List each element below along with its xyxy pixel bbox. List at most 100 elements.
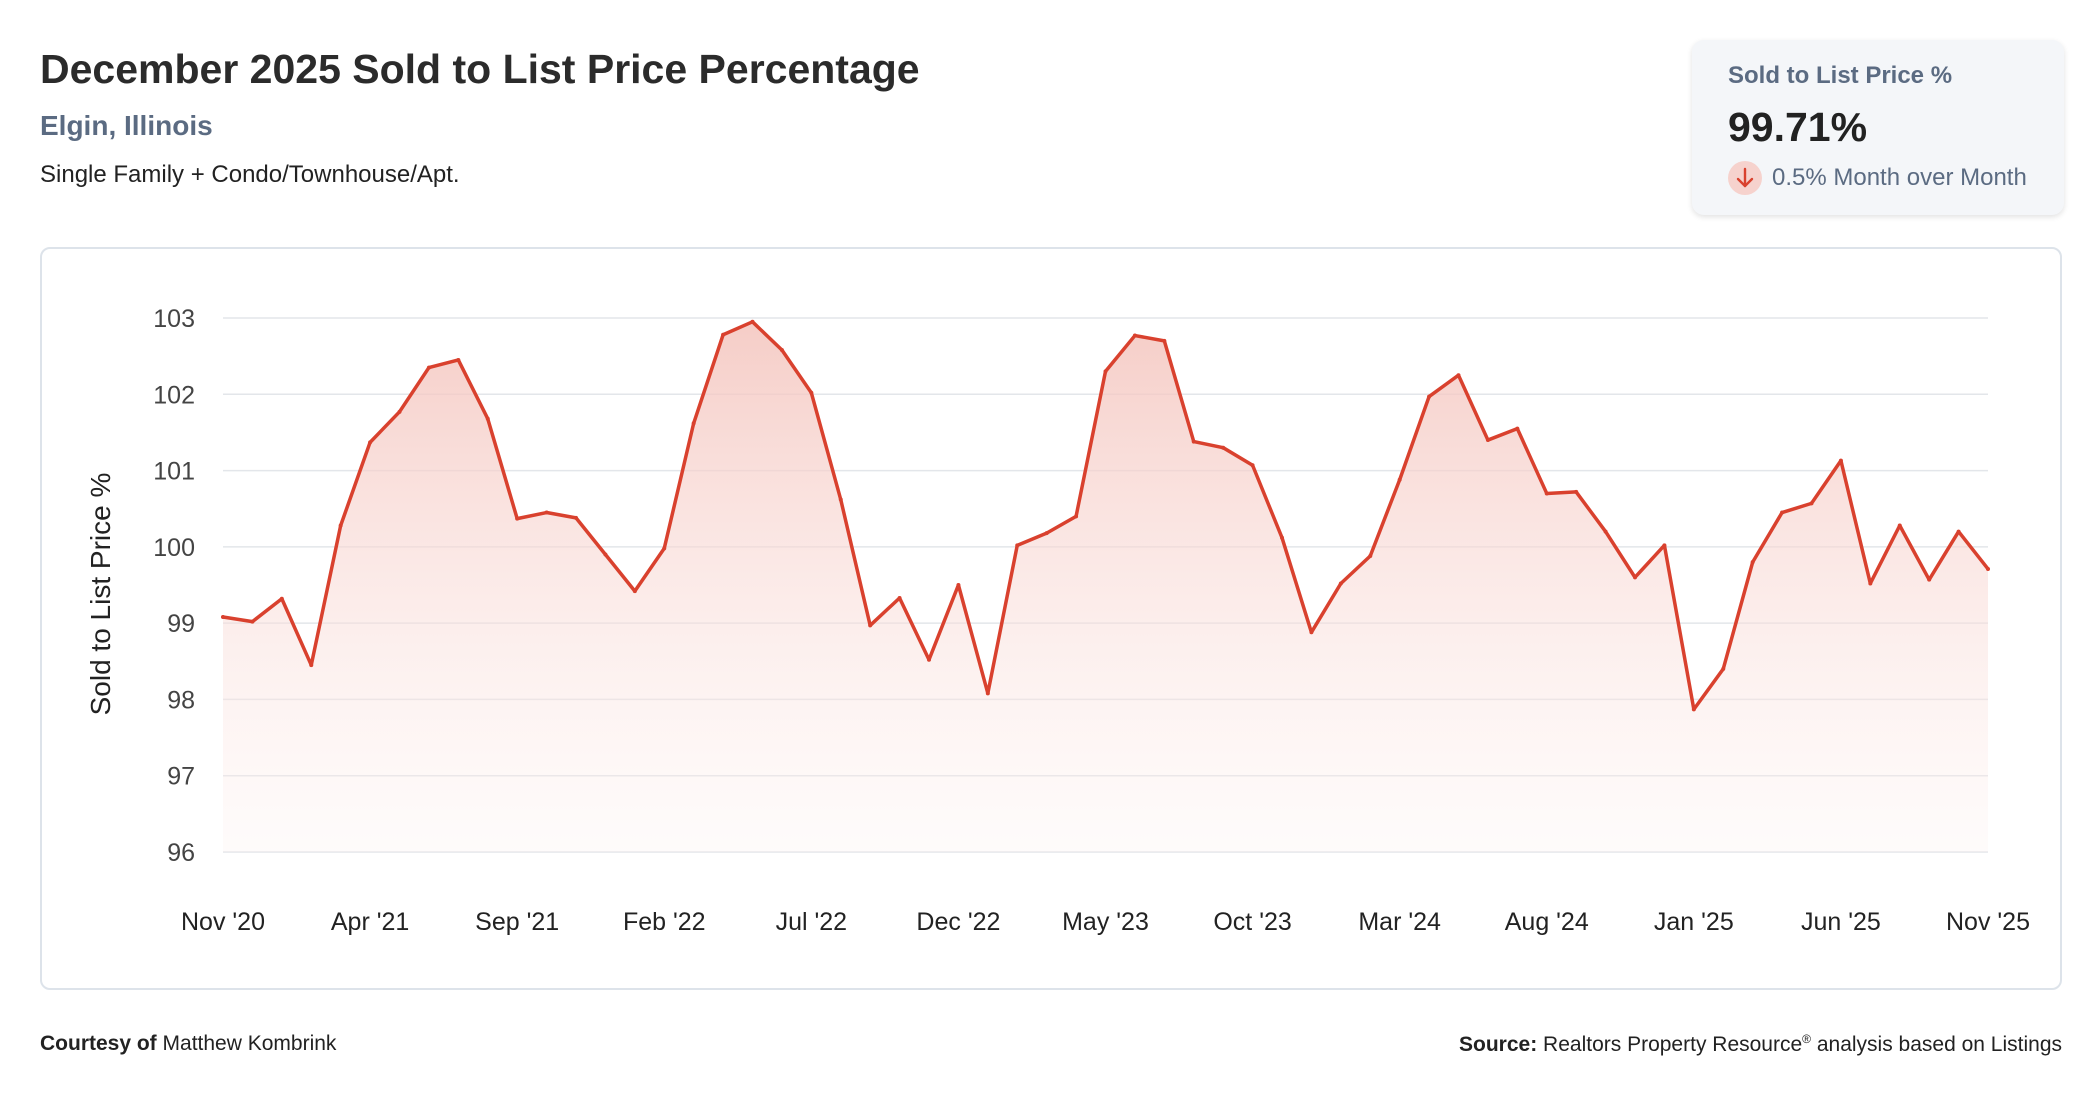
data-point — [1456, 373, 1461, 378]
data-point — [750, 319, 755, 324]
x-tick-label: Jun '25 — [1801, 908, 1881, 936]
location-subtitle: Elgin, Illinois — [40, 110, 213, 141]
data-point — [1191, 439, 1196, 444]
data-point — [1250, 463, 1255, 468]
x-tick-label: Nov '25 — [1946, 908, 2030, 936]
y-tick-label: 101 — [153, 458, 195, 486]
data-point — [1691, 707, 1696, 712]
data-point — [544, 510, 549, 515]
x-tick-label: Aug '24 — [1505, 908, 1589, 936]
data-point — [1662, 543, 1667, 548]
data-point — [1162, 338, 1167, 343]
data-point — [1309, 630, 1314, 635]
data-point — [1338, 581, 1343, 586]
series-area-fill — [223, 321, 1988, 852]
data-point — [1015, 543, 1020, 548]
data-point — [279, 596, 284, 601]
data-point — [985, 691, 990, 696]
data-point — [1986, 566, 1990, 571]
data-point — [1750, 560, 1755, 565]
source-suffix: analysis based on Listings — [1816, 1033, 2062, 1056]
data-point — [838, 497, 843, 502]
page-title: December 2025 Sold to List Price Percent… — [40, 46, 920, 92]
data-point — [1574, 489, 1579, 494]
data-point — [1397, 477, 1402, 482]
data-point — [221, 615, 225, 620]
x-tick-label: Apr '21 — [331, 908, 409, 936]
data-point — [897, 595, 902, 600]
arrow-down-icon — [1728, 161, 1762, 195]
data-point — [397, 409, 402, 414]
data-point — [1780, 510, 1785, 515]
data-point — [338, 523, 343, 528]
data-point — [1044, 531, 1049, 536]
data-point — [1280, 535, 1284, 540]
data-point — [1897, 523, 1902, 528]
data-point — [956, 583, 961, 587]
line-chart: 96 97 98 99 100 101 102 103 Nov '20 Apr '21 Sep '… — [85, 305, 2030, 936]
data-point — [1721, 666, 1726, 671]
data-point — [691, 421, 696, 426]
courtesy-name: Matthew Kombrink — [162, 1032, 337, 1055]
data-point — [1956, 529, 1961, 534]
data-point — [456, 357, 461, 362]
data-point — [1485, 438, 1490, 443]
data-point — [603, 552, 608, 557]
x-tick-label: Jan '25 — [1654, 908, 1734, 936]
kpi-card: Sold to List Price % 99.71% 0.5% Month o… — [1692, 40, 2064, 215]
kpi-label: Sold to List Price % — [1728, 62, 1953, 89]
data-point — [809, 390, 814, 395]
data-point — [250, 619, 255, 624]
kpi-change-text: 0.5% Month over Month — [1772, 164, 2027, 191]
data-point — [779, 348, 784, 353]
courtesy-credit: Courtesy of Matthew Kombrink — [40, 1032, 336, 1056]
kpi-value: 99.71% — [1728, 104, 1868, 150]
source-name: Realtors Property Resource — [1543, 1033, 1803, 1056]
x-tick-label: Mar '24 — [1358, 908, 1441, 936]
y-tick-label: 99 — [167, 610, 195, 638]
data-point — [1809, 501, 1814, 506]
data-point — [1927, 577, 1932, 582]
registered-mark: ® — [1802, 1032, 1811, 1046]
data-point — [309, 663, 314, 668]
data-point — [1103, 369, 1108, 374]
y-tick-label: 103 — [153, 305, 195, 333]
data-point — [1132, 333, 1137, 338]
x-tick-label: Dec '22 — [916, 908, 1000, 936]
x-tick-label: Nov '20 — [181, 908, 265, 936]
y-tick-label: 98 — [167, 686, 195, 714]
x-tick-label: Oct '23 — [1213, 908, 1291, 936]
data-point — [868, 623, 873, 628]
x-tick-label: May '23 — [1062, 908, 1149, 936]
x-tick-label: Sep '21 — [475, 908, 559, 936]
data-point — [1544, 491, 1549, 496]
data-point — [662, 546, 667, 551]
data-point — [632, 589, 637, 594]
data-point — [1221, 445, 1226, 450]
source-credit: Source: Realtors Property Resource® anal… — [1459, 1032, 2062, 1057]
data-point — [1074, 514, 1079, 519]
x-axis-ticks: Nov '20 Apr '21 Sep '21 Feb '22 Jul '22 Dec '… — [181, 908, 2030, 936]
courtesy-label: Courtesy of — [40, 1032, 157, 1055]
data-point — [1368, 554, 1373, 559]
data-point — [1427, 394, 1432, 399]
x-tick-label: Jul '22 — [776, 908, 847, 936]
data-point — [1868, 581, 1873, 586]
data-point — [1838, 458, 1843, 463]
data-point — [485, 416, 490, 421]
data-point — [721, 332, 726, 337]
data-point — [426, 365, 431, 370]
source-label: Source: — [1459, 1033, 1538, 1056]
property-type-label: Single Family + Condo/Townhouse/Apt. — [40, 161, 460, 188]
data-point — [515, 516, 520, 521]
data-point — [1515, 426, 1520, 431]
y-tick-label: 100 — [153, 534, 195, 562]
x-tick-label: Feb '22 — [623, 908, 706, 936]
data-points — [221, 319, 1990, 712]
data-point — [1603, 529, 1608, 534]
kpi-change: 0.5% Month over Month — [1728, 161, 2064, 195]
y-tick-label: 96 — [167, 839, 195, 867]
data-point — [574, 515, 578, 520]
y-axis-title: Sold to List Price % — [85, 473, 116, 716]
data-point — [368, 440, 373, 445]
